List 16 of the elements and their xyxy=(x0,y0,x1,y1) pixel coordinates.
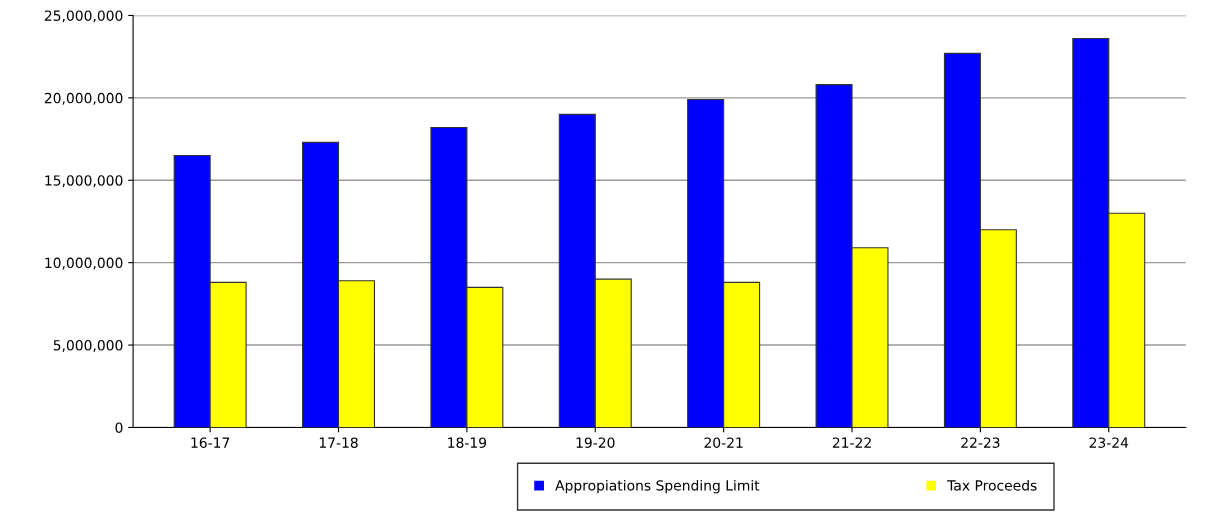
x-tick-label: 23-24 xyxy=(1089,437,1129,448)
x-tick-label: 17-18 xyxy=(319,437,358,448)
y-tick-label: 25,000,000 xyxy=(44,10,123,23)
legend-label: Appropiations Spending Limit xyxy=(555,479,760,494)
x-tick-label: 21-22 xyxy=(832,437,871,448)
y-tick-label: 0 xyxy=(115,422,123,433)
y-tick-label: 10,000,000 xyxy=(45,257,123,270)
y-tick-label: 15,000,000 xyxy=(45,175,123,188)
x-tick-label: 19-20 xyxy=(576,437,615,448)
x-tick-label: 20-21 xyxy=(704,437,743,448)
y-tick-label: 5,000,000 xyxy=(53,340,123,352)
x-tick-label: 18-19 xyxy=(448,437,487,448)
x-tick-label: 22-23 xyxy=(961,437,1000,448)
y-tick-label: 20,000,000 xyxy=(44,92,123,105)
legend-label: Tax Proceeds xyxy=(947,479,1037,491)
x-tick-label: 16-17 xyxy=(191,437,230,448)
